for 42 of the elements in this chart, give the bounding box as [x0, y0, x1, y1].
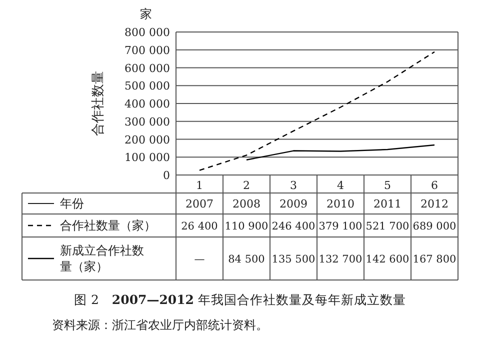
text: 2010 [326, 198, 354, 210]
text: 家 [140, 7, 152, 21]
data-label: 167 800 [412, 254, 456, 266]
text: 2012 [420, 198, 448, 210]
y-tick-label: 500 000 [124, 80, 170, 93]
y-tick-label: 300 000 [124, 115, 170, 128]
y-tick-label: 0 [163, 169, 170, 182]
x-tick-label: 3 [290, 179, 297, 192]
legend-label: 新成立合作社数量（家） [60, 244, 144, 274]
data-label: 689 000 [412, 220, 456, 232]
data-label: 521 700 [366, 220, 410, 232]
y-tick-label: 200 000 [124, 133, 170, 146]
text: 2007 [186, 198, 214, 210]
x-tick-label: 5 [384, 179, 391, 192]
text: 资料来源：浙江省农业厅内部统计资料。 [52, 318, 268, 332]
x-tick-label: 1 [196, 179, 203, 192]
line-series [198, 51, 436, 171]
text: 2008 [232, 198, 260, 210]
text: 2009 [280, 198, 308, 210]
x-tick-label: 6 [431, 179, 438, 192]
x-tick-label: 4 [337, 179, 344, 192]
line-series [246, 144, 436, 160]
data-label: 132 700 [318, 254, 362, 266]
y-tick-label: 400 000 [124, 98, 170, 110]
data-label: 379 100 [318, 220, 362, 232]
y-tick-label: 800 000 [124, 26, 170, 39]
x-tick-label: 2 [243, 179, 250, 192]
legend-label: 合作社数量（家） [60, 218, 156, 232]
data-label: 135 500 [272, 254, 316, 266]
y-tick-label: 600 000 [124, 62, 170, 75]
y-axis-title: 合作社数量 [91, 71, 106, 136]
data-label: 84 500 [228, 254, 265, 266]
text: — [194, 254, 205, 266]
data-label: 110 900 [224, 220, 268, 232]
data-label: 26 400 [181, 220, 218, 232]
data-label: 246 400 [272, 220, 316, 232]
data-label: 142 600 [366, 254, 410, 266]
text: 2011 [374, 198, 402, 210]
text: 图 2 2007—2012 年我国合作社数量及每年新成立数量 [74, 292, 406, 307]
text: 年份 [60, 196, 84, 210]
y-tick-label: 700 000 [124, 44, 170, 57]
y-tick-label: 100 000 [124, 151, 170, 164]
